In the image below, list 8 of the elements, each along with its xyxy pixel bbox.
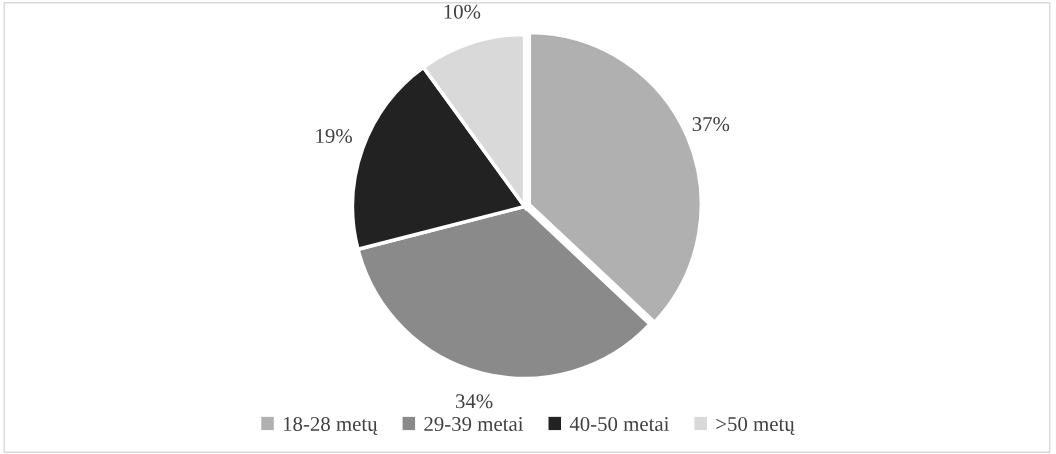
legend-label: 40-50 metai (569, 416, 670, 432)
data-label: 34% (455, 394, 493, 409)
legend-label: 29-39 metai (424, 417, 524, 432)
legend-label: 18-28 metų (283, 416, 378, 435)
legend-label: >50 metų (716, 416, 795, 435)
data-label: 37% (692, 117, 730, 132)
data-label: 10% (444, 4, 481, 19)
data-label: 19% (316, 128, 352, 144)
